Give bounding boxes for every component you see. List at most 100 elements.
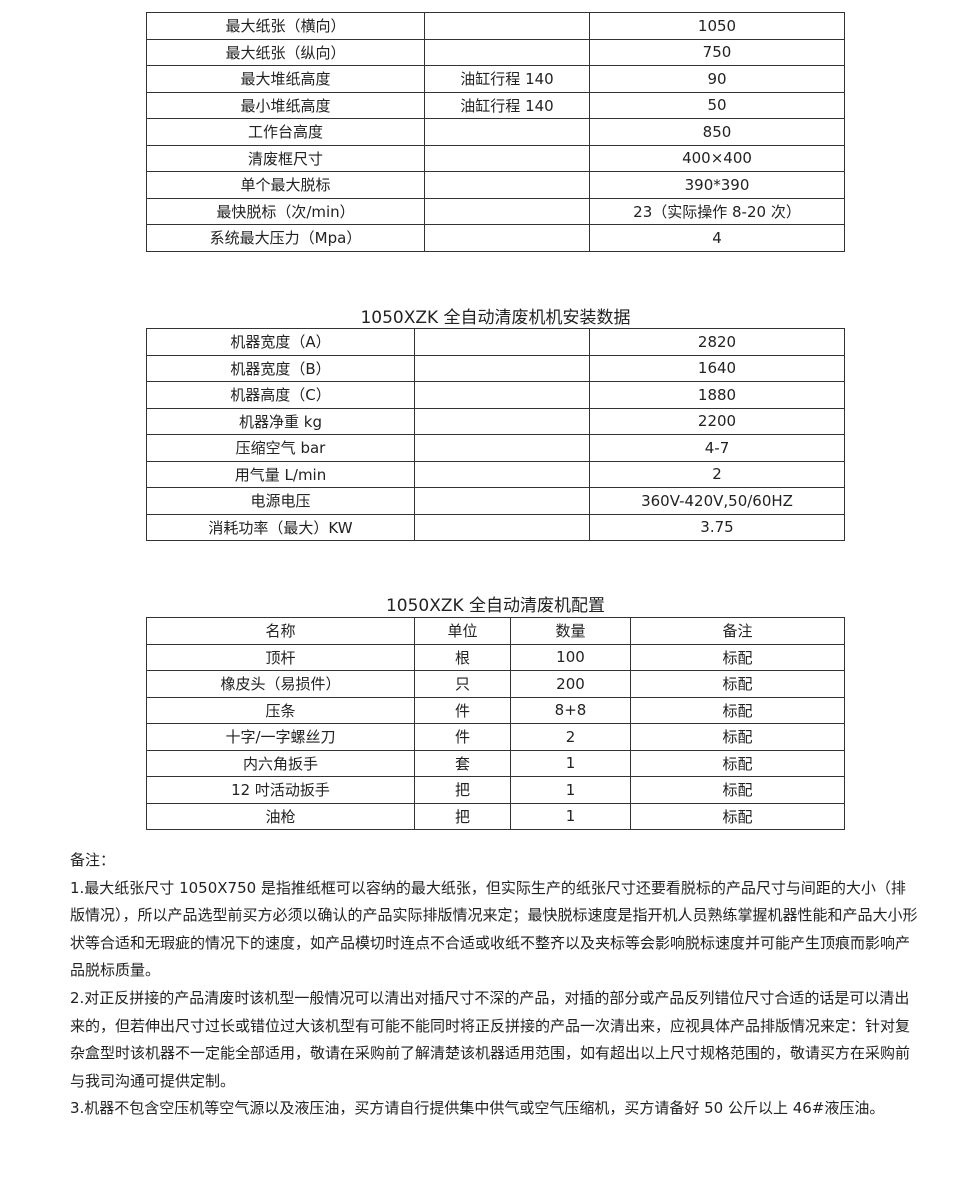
table-cell: 件	[414, 723, 511, 751]
table-cell: 最大纸张（横向）	[146, 12, 425, 40]
table-cell: 4-7	[589, 434, 845, 462]
table-cell: 12 吋活动扳手	[146, 776, 415, 804]
table-cell: 标配	[630, 749, 845, 777]
table-cell: 标配	[630, 696, 845, 724]
note-item: 3.机器不包含空压机等空气源以及液压油，买方请自行提供集中供气或空气压缩机，买方…	[70, 1099, 885, 1118]
table-cell: 2820	[589, 328, 845, 356]
table-cell: 最小堆纸高度	[146, 91, 425, 119]
table-row: 消耗功率（最大）KW 3.75	[146, 513, 845, 541]
table-cell: 机器高度（C）	[146, 381, 415, 409]
table-cell: 8+8	[510, 696, 631, 724]
table-row: 系统最大压力（Mpa） 4	[146, 224, 845, 252]
table-row: 最小堆纸高度 油缸行程 140 50	[146, 91, 845, 119]
spec-table: 最大纸张（横向） 1050 最大纸张（纵向） 750 最大堆纸高度 油缸行程 140 90 最…	[146, 12, 845, 252]
config-table: 名称 单位 数量 备注 顶杆根 100 标配 橡皮头（易损件）只 200 标配 压条件 8+8 标配 十字…	[146, 617, 845, 830]
table-cell: 1640	[589, 354, 845, 382]
table-row: 十字/一字螺丝刀件 2 标配	[146, 723, 845, 751]
table-cell	[424, 118, 590, 146]
table-cell	[414, 513, 590, 541]
table-cell: 工作台高度	[146, 118, 425, 146]
table-cell: 1	[510, 802, 631, 830]
install-data-title: 1050XZK 全自动清废机机安装数据	[360, 308, 631, 328]
table-cell: 油枪	[146, 802, 415, 830]
table-cell	[424, 224, 590, 252]
table-row: 电源电压 360V-420V,50/60HZ	[146, 487, 845, 515]
table-cell: 200	[510, 670, 631, 698]
table-cell: 最大纸张（纵向）	[146, 38, 425, 66]
table-cell: 机器宽度（B）	[146, 354, 415, 382]
table-cell: 备注	[630, 617, 845, 645]
table-row: 最大纸张（横向） 1050	[146, 12, 845, 40]
table-cell: 电源电压	[146, 487, 415, 515]
table-cell: 100	[510, 643, 631, 671]
table-cell: 标配	[630, 670, 845, 698]
table-cell: 把	[414, 776, 511, 804]
note-item: 1.最大纸张尺寸 1050X750 是指推纸框可以容纳的最大纸张，但实际生产的纸…	[70, 878, 918, 980]
table-cell: 油缸行程 140	[424, 91, 590, 119]
table-cell	[424, 38, 590, 66]
table-cell	[414, 381, 590, 409]
table-row: 顶杆根 100 标配	[146, 643, 845, 671]
table-cell: 400×400	[589, 144, 845, 172]
table-cell: 消耗功率（最大）KW	[146, 513, 415, 541]
table-cell: 系统最大压力（Mpa）	[146, 224, 425, 252]
table-cell: 根	[414, 643, 511, 671]
table-cell	[414, 460, 590, 488]
table-cell	[414, 434, 590, 462]
table-cell: 最快脱标（次/min）	[146, 197, 425, 225]
config-title: 1050XZK 全自动清废机配置	[385, 596, 606, 616]
table-cell	[414, 354, 590, 382]
table-cell: 内六角扳手	[146, 749, 415, 777]
table-row: 工作台高度 850	[146, 118, 845, 146]
table-cell: 标配	[630, 643, 845, 671]
table-cell: 套	[414, 749, 511, 777]
table-row: 机器高度（C） 1880	[146, 381, 845, 409]
table-cell: 油缸行程 140	[424, 65, 590, 93]
table-cell: 1	[510, 749, 631, 777]
table-cell: 2200	[589, 407, 845, 435]
table-cell: 1050	[589, 12, 845, 40]
table-cell: 机器净重 kg	[146, 407, 415, 435]
table-cell: 名称	[146, 617, 415, 645]
table-row: 机器宽度（B） 1640	[146, 354, 845, 382]
table-cell: 750	[589, 38, 845, 66]
table-cell: 850	[589, 118, 845, 146]
table-row: 油枪把 1 标配	[146, 802, 845, 830]
table-cell: 单个最大脱标	[146, 171, 425, 199]
table-row: 清废框尺寸 400×400	[146, 144, 845, 172]
notes-heading: 备注：	[70, 851, 116, 869]
table-cell: 清废框尺寸	[146, 144, 425, 172]
table-cell	[424, 197, 590, 225]
note-item: 2.对正反拼接的产品清废时该机型一般情况可以清出对插尺寸不深的产品，对插的部分或…	[70, 988, 911, 1090]
table-row: 内六角扳手套 1 标配	[146, 749, 845, 777]
table-cell	[414, 407, 590, 435]
table-cell: 标配	[630, 723, 845, 751]
table-cell: 十字/一字螺丝刀	[146, 723, 415, 751]
table-cell: 50	[589, 91, 845, 119]
notes: 备注： 1.最大纸张尺寸 1050X750 是指推纸框可以容纳的最大纸张，但实际…	[70, 847, 920, 1123]
table-cell: 标配	[630, 776, 845, 804]
table-cell: 只	[414, 670, 511, 698]
table-cell: 单位	[414, 617, 511, 645]
table-cell: 390*390	[589, 171, 845, 199]
table-row: 最大堆纸高度 油缸行程 140 90	[146, 65, 845, 93]
table-cell: 用气量 L/min	[146, 460, 415, 488]
table-cell	[424, 171, 590, 199]
table-cell: 把	[414, 802, 511, 830]
table-row: 橡皮头（易损件）只 200 标配	[146, 670, 845, 698]
table-cell: 1	[510, 776, 631, 804]
table-row: 压条件 8+8 标配	[146, 696, 845, 724]
table-cell: 标配	[630, 802, 845, 830]
table-row: 12 吋活动扳手把 1 标配	[146, 776, 845, 804]
table-cell: 23（实际操作 8-20 次）	[589, 197, 845, 225]
table-cell: 橡皮头（易损件）	[146, 670, 415, 698]
table-row: 单个最大脱标 390*390	[146, 171, 845, 199]
table-cell: 最大堆纸高度	[146, 65, 425, 93]
table-cell: 4	[589, 224, 845, 252]
table-cell: 压条	[146, 696, 415, 724]
table-row: 最大纸张（纵向） 750	[146, 38, 845, 66]
table-cell: 2	[589, 460, 845, 488]
table-cell: 顶杆	[146, 643, 415, 671]
table-row: 名称 单位 数量 备注	[146, 617, 845, 645]
table-cell: 360V-420V,50/60HZ	[589, 487, 845, 515]
